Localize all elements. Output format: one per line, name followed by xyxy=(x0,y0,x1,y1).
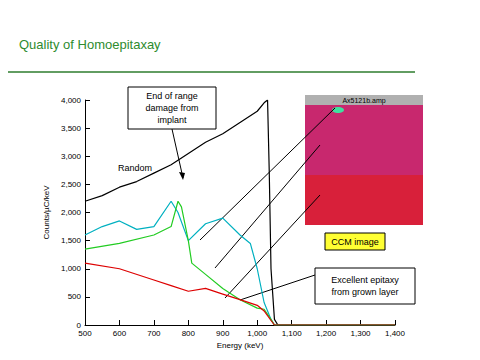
svg-text:600: 600 xyxy=(113,329,127,338)
svg-text:900: 900 xyxy=(216,329,230,338)
svg-text:Ax5121b.amp: Ax5121b.amp xyxy=(342,97,385,105)
svg-text:Energy (keV): Energy (keV) xyxy=(217,341,264,350)
svg-text:1,300: 1,300 xyxy=(351,329,372,338)
svg-text:CCM image: CCM image xyxy=(331,237,379,247)
svg-text:damage from: damage from xyxy=(145,103,198,113)
svg-text:500: 500 xyxy=(78,329,92,338)
svg-text:1,100: 1,100 xyxy=(282,329,303,338)
svg-text:from grown layer: from grown layer xyxy=(331,287,398,297)
svg-text:1,500: 1,500 xyxy=(61,236,82,245)
svg-text:500: 500 xyxy=(68,292,82,301)
svg-text:1,400: 1,400 xyxy=(385,329,406,338)
svg-text:2,000: 2,000 xyxy=(61,208,82,217)
svg-text:700: 700 xyxy=(147,329,161,338)
svg-text:Excellent epitaxy: Excellent epitaxy xyxy=(331,275,399,285)
svg-text:1,000: 1,000 xyxy=(247,329,268,338)
svg-text:800: 800 xyxy=(182,329,196,338)
svg-text:3,500: 3,500 xyxy=(61,124,82,133)
svg-text:End of range: End of range xyxy=(146,91,198,101)
svg-text:3,000: 3,000 xyxy=(61,152,82,161)
svg-text:4,000: 4,000 xyxy=(61,96,82,105)
svg-text:Random: Random xyxy=(118,163,152,173)
svg-text:Quality of Homoepitaxay: Quality of Homoepitaxay xyxy=(19,37,161,52)
svg-text:0: 0 xyxy=(76,320,81,330)
svg-text:Counts/µC/keV: Counts/µC/keV xyxy=(42,185,51,240)
svg-text:implant: implant xyxy=(157,115,187,125)
svg-text:2,500: 2,500 xyxy=(61,180,82,189)
svg-text:1,200: 1,200 xyxy=(316,329,337,338)
svg-text:1,000: 1,000 xyxy=(61,264,82,273)
